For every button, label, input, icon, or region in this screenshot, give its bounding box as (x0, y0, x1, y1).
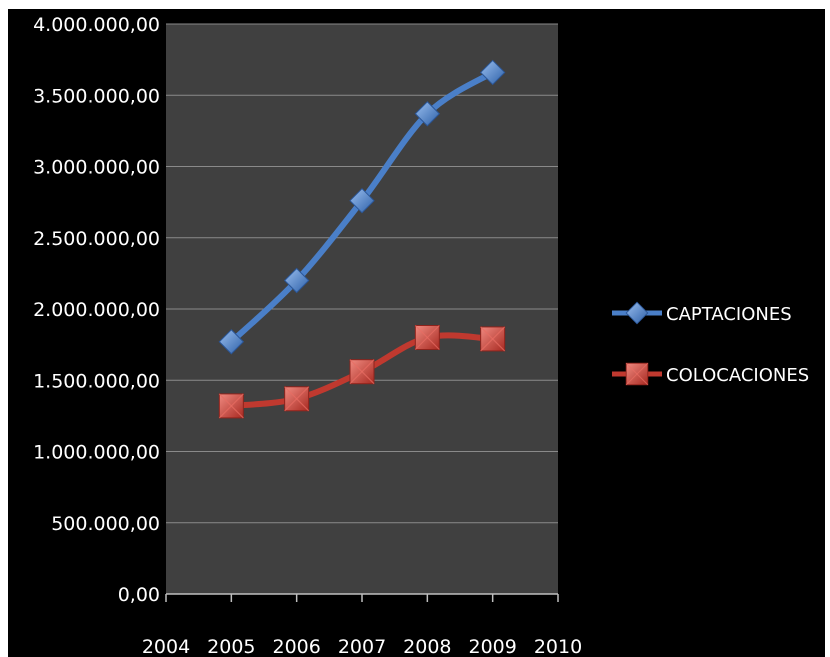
y-tick-label: 2.000.000,00 (33, 299, 160, 321)
data-point-colocaciones (414, 325, 440, 350)
x-tick-label: 2006 (272, 636, 320, 657)
data-point-captaciones (414, 101, 441, 127)
data-point-captaciones (349, 187, 375, 214)
data-point-colocaciones (480, 326, 506, 352)
data-point-colocaciones (284, 386, 310, 412)
y-tick-label: 1.500.000,00 (33, 370, 160, 392)
y-tick-label: 3.000.000,00 (33, 157, 160, 179)
data-point-captaciones (218, 329, 245, 355)
data-point-captaciones (479, 59, 506, 86)
x-tick-label: 2008 (403, 636, 451, 657)
data-point-colocaciones (218, 393, 244, 419)
x-tick-label: 2004 (142, 636, 190, 657)
legend-label-colocaciones: COLOCACIONES (666, 365, 809, 386)
data-point-captaciones (283, 267, 310, 294)
axes: 0,00 500.000,00 1.000.000,00 1.500.000,00 2.… (33, 14, 582, 657)
y-tick-label: 0,00 (118, 584, 160, 606)
legend: CAPTACIONES COLOCACIONES (612, 301, 809, 386)
y-tick-label: 3.500.000,00 (33, 85, 160, 107)
y-tick-label: 500.000,00 (51, 513, 160, 535)
x-tick-label: 2007 (338, 636, 386, 657)
series-layer (218, 59, 506, 419)
x-tick-label: 2010 (534, 636, 582, 657)
legend-marker-captaciones (625, 301, 649, 325)
y-tick-label: 4.000.000,00 (33, 14, 160, 36)
x-tick-label: 2009 (468, 636, 516, 657)
data-point-colocaciones (349, 359, 375, 385)
x-tick-label: 2005 (207, 636, 255, 657)
y-tick-label: 2.500.000,00 (33, 228, 160, 250)
legend-label-captaciones: CAPTACIONES (666, 304, 792, 325)
legend-marker-colocaciones (625, 362, 649, 386)
y-tick-label: 1.000.000,00 (33, 442, 160, 464)
